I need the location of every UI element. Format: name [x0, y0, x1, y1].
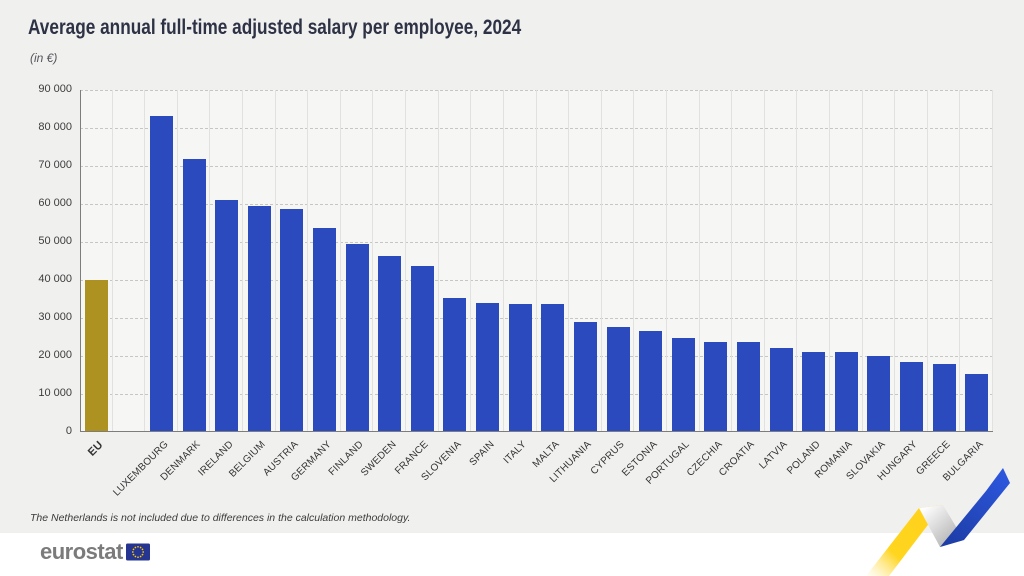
- vgridline-21: [763, 90, 765, 432]
- vgridline-3: [176, 90, 178, 432]
- vgridline-12: [470, 90, 472, 432]
- bar-hungary: [899, 362, 923, 432]
- y-tick-80000: 80 000: [38, 121, 72, 133]
- y-tick-40000: 40 000: [38, 273, 72, 285]
- y-axis-line: [80, 90, 81, 432]
- bar-poland: [802, 351, 826, 432]
- hgridline-40000: [80, 280, 993, 281]
- eurostat-logo-text: eurostat: [40, 539, 123, 564]
- vgridline-16: [600, 90, 602, 432]
- bar-ireland: [215, 199, 239, 432]
- hgridline-20000: [80, 356, 993, 357]
- bar-lithuania: [573, 321, 597, 432]
- hgridline-60000: [80, 204, 993, 205]
- decorative-ribbon-graphic: [866, 468, 1010, 576]
- vgridline-15: [568, 90, 570, 432]
- bar-chart-plot-area: [80, 90, 993, 432]
- vgridline-10: [405, 90, 407, 432]
- bar-finland: [345, 244, 369, 432]
- hgridline-70000: [80, 166, 993, 167]
- bar-romania: [834, 352, 858, 432]
- vgridline-17: [633, 90, 635, 432]
- footnote: The Netherlands is not included due to d…: [30, 512, 411, 524]
- vgridline-9: [372, 90, 374, 432]
- bar-germany: [313, 227, 337, 432]
- bar-eu: [84, 280, 108, 432]
- y-tick-10000: 10 000: [38, 387, 72, 399]
- x-label-eu: EU: [86, 439, 106, 459]
- vgridline-13: [502, 90, 504, 432]
- x-label-spain: SPAIN: [467, 439, 497, 469]
- hgridline-90000: [80, 90, 993, 91]
- bar-spain: [476, 303, 500, 432]
- bar-belgium: [247, 205, 271, 432]
- vgridline-1: [111, 90, 113, 432]
- bar-denmark: [182, 159, 206, 432]
- bar-estonia: [639, 330, 663, 432]
- hgridline-30000: [80, 318, 993, 319]
- footer-band: eurostat: [0, 533, 1024, 576]
- y-tick-20000: 20 000: [38, 349, 72, 361]
- eurostat-logo: eurostat: [40, 541, 150, 563]
- hgridline-10000: [80, 394, 993, 395]
- vgridline-27: [959, 90, 961, 432]
- bar-cyprus: [606, 327, 630, 432]
- vgridline-11: [437, 90, 439, 432]
- bar-bulgaria: [965, 374, 989, 432]
- x-label-malta: MALTA: [530, 439, 562, 471]
- x-label-latvia: LATVIA: [757, 439, 790, 472]
- hgridline-80000: [80, 128, 993, 129]
- chart-unit-subtitle: (in €): [30, 51, 58, 65]
- x-label-luxembourg: LUXEMBOURG: [110, 439, 171, 499]
- vgridline-5: [242, 90, 244, 432]
- vgridline-20: [731, 90, 733, 432]
- bar-portugal: [671, 338, 695, 432]
- bar-slovenia: [443, 297, 467, 432]
- bar-italy: [508, 303, 532, 432]
- vgridline-8: [339, 90, 341, 432]
- bar-malta: [541, 304, 565, 432]
- bar-sweden: [378, 255, 402, 432]
- y-tick-0: 0: [65, 425, 72, 437]
- vgridline-24: [861, 90, 863, 432]
- y-axis-tick-labels: 0 10 000 20 000 30 000 40 000 50 000 60 000 70 …: [0, 83, 72, 437]
- x-axis-line: [80, 431, 993, 432]
- hgridline-50000: [80, 242, 993, 243]
- vgridline-19: [698, 90, 700, 432]
- vgridline-6: [274, 90, 276, 432]
- vgridline-14: [535, 90, 537, 432]
- bar-croatia: [736, 342, 760, 432]
- vgridline-23: [828, 90, 830, 432]
- vgridline-18: [665, 90, 667, 432]
- vgridline-26: [926, 90, 928, 432]
- bar-latvia: [769, 348, 793, 432]
- vgridline-22: [796, 90, 798, 432]
- x-label-italy: ITALY: [501, 439, 529, 467]
- eu-flag-icon: [125, 543, 150, 561]
- y-tick-60000: 60 000: [38, 197, 72, 209]
- vgridline-7: [307, 90, 309, 432]
- bar-greece: [932, 364, 956, 432]
- y-tick-30000: 30 000: [38, 311, 72, 323]
- bar-austria: [280, 208, 304, 432]
- vgridline-2: [144, 90, 146, 432]
- bar-slovakia: [867, 355, 891, 432]
- y-tick-90000: 90 000: [38, 83, 72, 95]
- vgridline-25: [894, 90, 896, 432]
- ribbon-yellow-stripe: [866, 505, 943, 576]
- y-tick-70000: 70 000: [38, 159, 72, 171]
- bar-luxembourg: [150, 115, 174, 432]
- bar-czechia: [704, 341, 728, 432]
- bar-france: [410, 265, 434, 432]
- ribbon-blue-stripe: [940, 468, 1010, 547]
- vgridline-4: [209, 90, 211, 432]
- chart-title: Average annual full-time adjusted salary…: [28, 16, 522, 39]
- y-tick-50000: 50 000: [38, 235, 72, 247]
- vgridline-28: [992, 90, 993, 432]
